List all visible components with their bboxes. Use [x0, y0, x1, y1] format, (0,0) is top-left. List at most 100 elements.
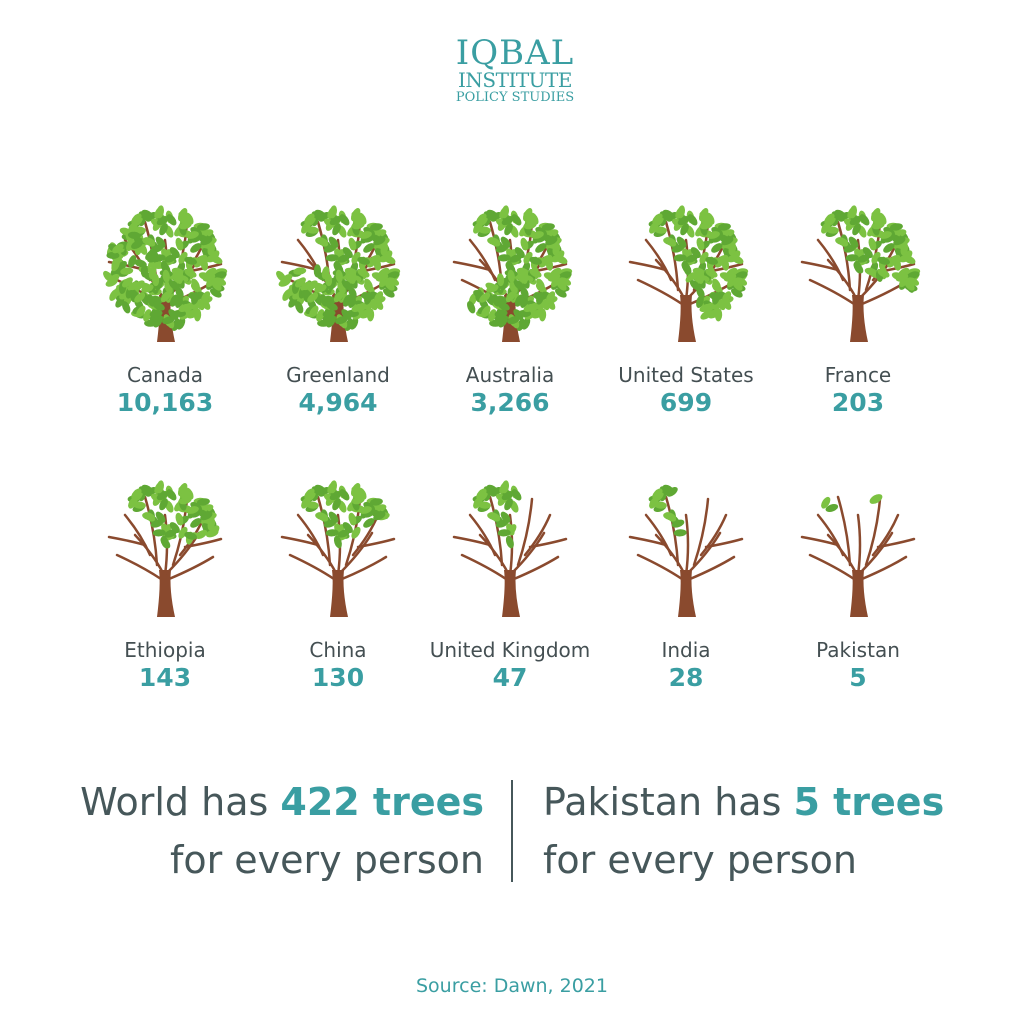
leaf-mark — [652, 213, 663, 225]
leaf-mark — [184, 256, 197, 265]
country-name: Canada — [126, 363, 204, 387]
leaf-mark — [853, 260, 862, 274]
leaf-mark — [487, 237, 500, 246]
leaf-mark — [317, 319, 331, 327]
pakistan-statement-line2: for every person — [543, 838, 858, 882]
trees-per-person-value: 203 — [831, 388, 885, 417]
leaf-mark — [111, 259, 120, 272]
leaf-mark — [494, 309, 508, 318]
leaf-mark — [685, 272, 697, 283]
leaf-mark — [859, 214, 870, 226]
leaf-mark — [712, 291, 720, 305]
country-name: United Kingdom — [429, 638, 591, 662]
leaf-mark — [486, 284, 499, 293]
leaf-mark — [329, 216, 342, 226]
tree-icon — [452, 480, 568, 617]
leaf-mark — [849, 216, 862, 226]
leaf-mark — [652, 488, 663, 500]
leaf-mark — [714, 308, 723, 322]
leaf-mark — [731, 288, 743, 298]
leaf-mark — [705, 256, 718, 265]
leaf-mark — [348, 512, 357, 526]
leaf-mark — [380, 242, 389, 256]
country-name: Australia — [465, 363, 555, 387]
leaf-mark — [476, 488, 487, 500]
leaf-mark — [196, 498, 210, 506]
leaf-mark — [325, 254, 339, 262]
leaf-mark — [483, 211, 496, 220]
leaf-mark — [369, 223, 383, 231]
leaf-mark — [501, 491, 514, 501]
leaf-mark — [333, 535, 342, 549]
leaf-mark — [877, 256, 890, 265]
world-statement-value: 422 trees — [280, 780, 484, 824]
tree-item: Greenland 4,964 — [248, 200, 428, 419]
tree-icon — [800, 205, 921, 342]
leaf-mark — [190, 518, 202, 528]
leaf-mark — [202, 273, 216, 282]
leaf-mark — [160, 291, 171, 303]
leaf-mark — [314, 284, 327, 293]
leaf-mark — [536, 278, 545, 291]
leaf-mark — [904, 279, 915, 291]
leaf-mark — [821, 496, 831, 509]
leaf-mark — [276, 270, 287, 282]
leaf-mark — [499, 206, 509, 219]
leaf-mark — [879, 231, 892, 239]
trees-per-person-value: 47 — [492, 663, 528, 692]
leaf-mark — [178, 221, 192, 230]
tree-icon — [280, 480, 396, 617]
leaf-mark — [558, 277, 572, 286]
leaf-mark — [505, 535, 514, 549]
leaf-mark — [186, 231, 199, 239]
leaf-mark — [500, 236, 511, 248]
trees-per-person-value: 4,964 — [298, 388, 378, 417]
leaf-mark — [156, 216, 169, 226]
leaf-mark — [845, 254, 859, 262]
leaf-mark — [700, 310, 712, 320]
leaf-mark — [677, 216, 690, 226]
leaf-mark — [509, 254, 522, 263]
leaf-mark — [315, 512, 328, 521]
leaf-mark — [521, 317, 531, 330]
leaf-mark — [547, 273, 561, 282]
leaf-mark — [178, 496, 192, 505]
leaf-mark — [825, 503, 839, 513]
leaf-mark — [847, 206, 857, 219]
leaf-mark — [680, 223, 689, 236]
leaf-mark — [676, 236, 687, 248]
leaf-mark — [184, 531, 197, 540]
leaf-mark — [727, 254, 740, 263]
leaf-mark — [349, 317, 359, 330]
leaf-mark — [159, 223, 168, 236]
world-statement-line2: for every person — [169, 838, 484, 882]
leaf-mark — [300, 281, 312, 291]
leaf-mark — [523, 221, 537, 230]
country-name: India — [661, 638, 711, 662]
leaf-mark — [883, 243, 895, 253]
leaf-mark — [689, 280, 701, 291]
leaf-mark — [327, 206, 337, 219]
leaf-mark — [316, 309, 325, 322]
leaf-mark — [315, 237, 328, 246]
leaf-mark — [166, 214, 177, 226]
leaf-mark — [175, 271, 183, 284]
tree-item: Australia 3,266 — [420, 200, 600, 419]
divider — [511, 780, 513, 882]
leaf-mark — [906, 277, 920, 286]
leaf-mark — [716, 254, 729, 265]
leaf-mark — [711, 243, 723, 253]
leaf-mark — [351, 303, 364, 313]
leaf-mark — [722, 291, 732, 303]
leaf-mark — [332, 498, 341, 511]
leaf-mark — [166, 489, 177, 501]
leaf-mark — [821, 221, 831, 234]
leaf-mark — [551, 254, 564, 263]
leaf-mark — [328, 511, 339, 523]
leaf-mark — [473, 496, 483, 509]
leaf-mark — [293, 267, 307, 275]
leaf-mark — [545, 236, 558, 246]
leaf-mark — [696, 271, 704, 284]
logo-line-2: INSTITUTE — [458, 68, 572, 92]
leaf-mark — [848, 236, 859, 248]
